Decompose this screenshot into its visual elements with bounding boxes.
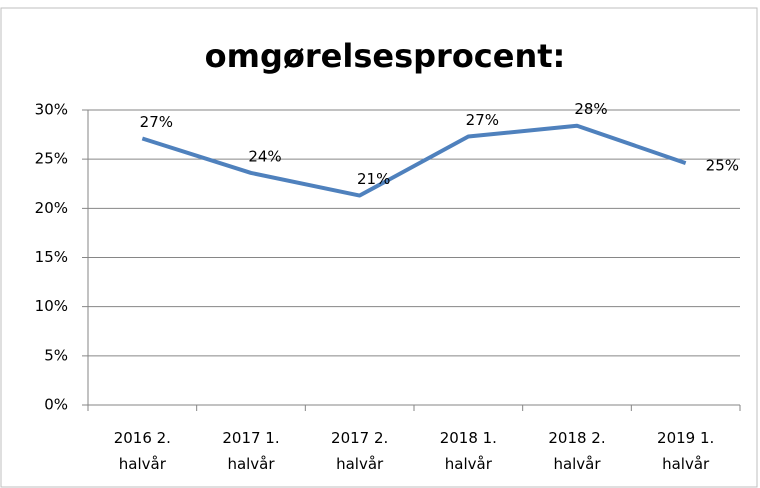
x-tick-label: 2017 2. halvår: [331, 429, 388, 473]
x-tick-label-line: 2016 2.: [114, 429, 171, 447]
x-tick-label-line: halvår: [336, 455, 384, 473]
x-tick-label-line: 2017 1.: [222, 429, 279, 447]
y-tick-label: 10%: [35, 297, 68, 315]
data-label: 28%: [574, 100, 607, 118]
data-line: [141, 123, 687, 198]
y-tick-label: 25%: [35, 150, 68, 168]
x-tick-label: 2017 1. halvår: [222, 429, 279, 473]
x-tick-label-line: halvår: [227, 455, 275, 473]
data-label: 25%: [706, 157, 739, 175]
chart-frame: [0, 7, 758, 488]
y-tick-label: 5%: [44, 346, 68, 364]
x-tick-label: 2018 2. halvår: [548, 429, 605, 473]
x-tick-label-line: 2018 2.: [548, 429, 605, 447]
x-tick-label-line: 2019 1.: [657, 429, 714, 447]
x-tick-label: 2019 1. halvår: [657, 429, 714, 473]
y-tick-label: 30%: [35, 101, 68, 119]
x-tick-label-line: halvår: [553, 455, 601, 473]
x-tick-label-line: 2017 2.: [331, 429, 388, 447]
x-tick-label-line: halvår: [445, 455, 493, 473]
data-label: 27%: [466, 111, 499, 129]
x-tick-label-line: halvår: [119, 455, 167, 473]
x-tick-label-line: 2018 1.: [440, 429, 497, 447]
x-tick-label: 2016 2. halvår: [114, 429, 171, 473]
data-label: 27%: [140, 113, 173, 131]
chart-title: omgørelsesprocent:: [205, 37, 566, 75]
y-tick-label: 0%: [44, 396, 68, 414]
x-tick-label: 2018 1. halvår: [440, 429, 497, 473]
x-tick-label-line: halvår: [662, 455, 710, 473]
data-label: 24%: [248, 147, 281, 165]
y-tick-label: 20%: [35, 199, 68, 217]
data-label: 21%: [357, 170, 390, 188]
y-tick-label: 15%: [35, 248, 68, 266]
